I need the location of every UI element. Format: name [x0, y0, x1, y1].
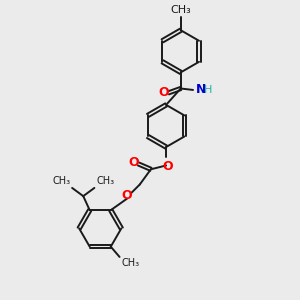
Text: O: O: [162, 160, 172, 173]
Text: H: H: [204, 85, 212, 95]
Text: N: N: [195, 83, 206, 96]
Text: CH₃: CH₃: [52, 176, 70, 187]
Text: CH₃: CH₃: [121, 258, 139, 268]
Text: O: O: [158, 86, 169, 99]
Text: CH₃: CH₃: [170, 5, 191, 15]
Text: O: O: [121, 189, 132, 202]
Text: O: O: [128, 156, 139, 169]
Text: CH₃: CH₃: [96, 176, 114, 187]
